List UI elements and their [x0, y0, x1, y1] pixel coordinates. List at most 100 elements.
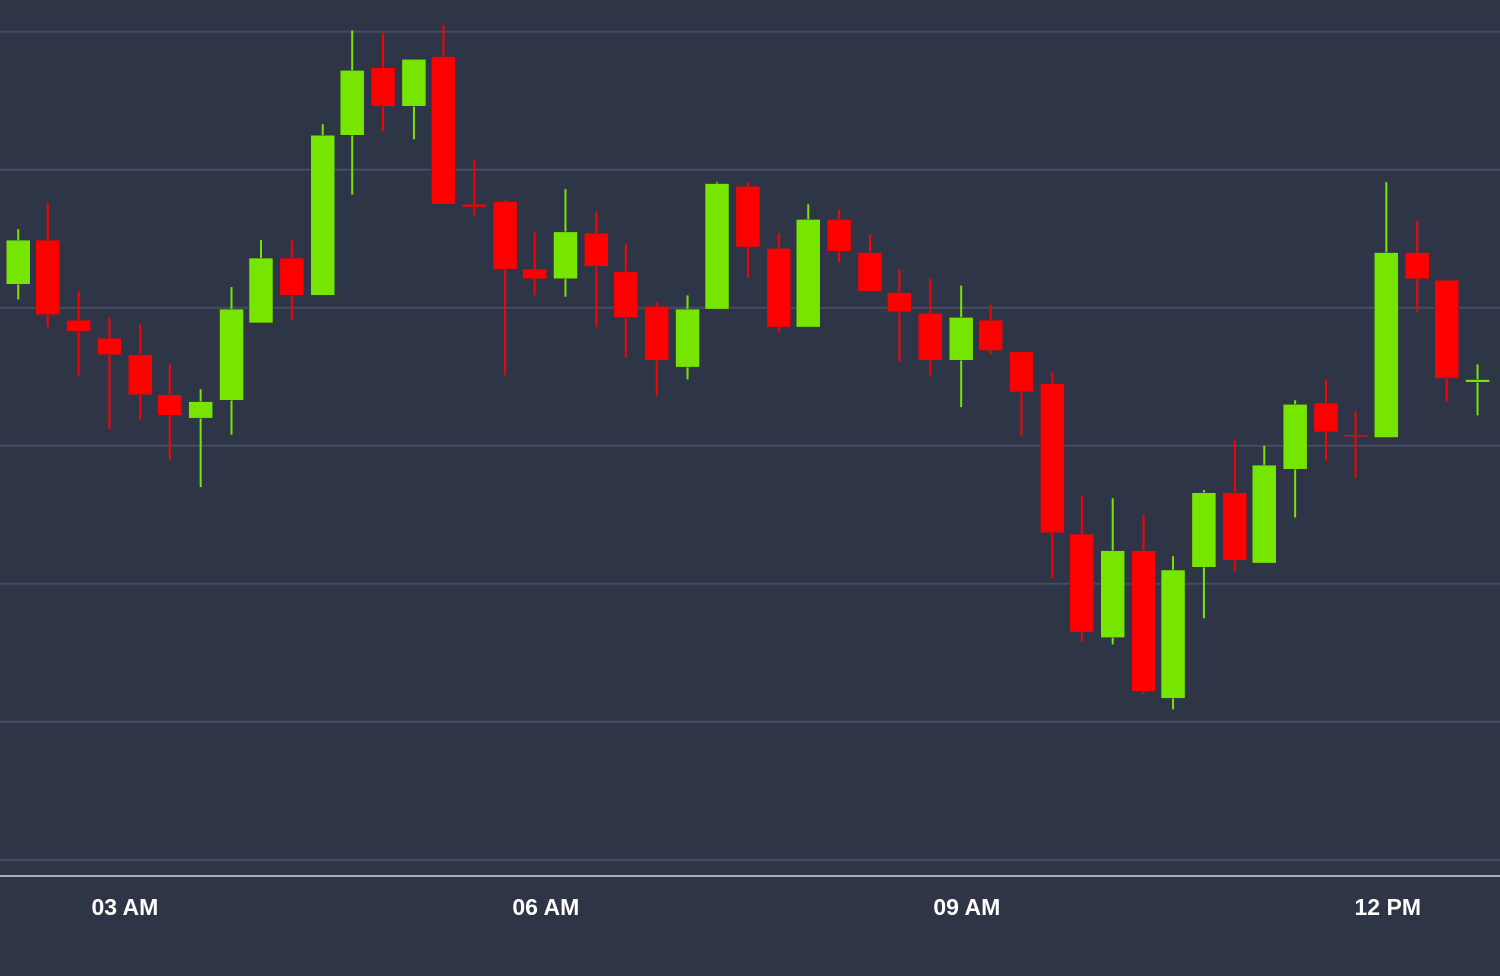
candle [157, 364, 183, 460]
candle [1131, 514, 1156, 695]
candle [370, 33, 396, 132]
candle-body [1313, 402, 1339, 433]
candle [1040, 372, 1065, 579]
candle-body [279, 257, 305, 296]
candle-body [766, 248, 792, 328]
candle [492, 200, 518, 376]
candle [1222, 440, 1248, 572]
candle-body [157, 394, 183, 416]
candle-body [1252, 464, 1277, 564]
candle-body [1009, 351, 1034, 393]
candle-body [5, 239, 31, 285]
candle-body [35, 239, 60, 315]
candle [1009, 351, 1034, 437]
x-axis: 03 AM 06 AM 09 AM 12 PM [91, 894, 1421, 920]
candle-body [1374, 252, 1399, 438]
candle-body [401, 59, 427, 107]
candle [795, 204, 821, 328]
candle [188, 389, 213, 488]
grid [0, 30, 1500, 861]
candle [675, 295, 700, 380]
candle [1069, 495, 1095, 642]
x-tick-label: 12 PM [1355, 894, 1421, 920]
candle-body [1191, 492, 1217, 568]
candle-body [248, 257, 274, 324]
candle [66, 291, 91, 376]
candle-body [675, 308, 700, 368]
candle-body [219, 308, 244, 401]
candle-body [1100, 550, 1125, 638]
candle-body [66, 319, 91, 332]
candle [948, 285, 974, 408]
candle [887, 269, 912, 362]
candle-body [887, 292, 912, 313]
candle-body [310, 135, 335, 296]
x-tick-label: 03 AM [91, 894, 158, 920]
candle-body [978, 319, 1003, 351]
candle [613, 244, 639, 358]
candle [5, 229, 31, 300]
candle [584, 211, 609, 328]
candle [1160, 556, 1186, 710]
x-tick-label: 06 AM [512, 894, 579, 920]
candle-body [644, 306, 669, 361]
candle [310, 124, 335, 296]
candle [1434, 279, 1459, 402]
candle [1313, 379, 1339, 461]
candle [735, 182, 761, 278]
candle-body [1222, 492, 1248, 561]
candle-body [1404, 252, 1430, 280]
candle [97, 317, 122, 430]
candle-body [1282, 404, 1308, 470]
candle [1191, 489, 1217, 619]
candle [766, 233, 792, 333]
x-tick-label: 09 AM [933, 894, 1000, 920]
candle-body [857, 252, 883, 292]
candle-body [1069, 533, 1095, 633]
candle [553, 189, 578, 297]
candle [431, 24, 456, 205]
candle-body [918, 313, 943, 361]
candle [1374, 182, 1399, 438]
candle-body [1434, 279, 1459, 379]
candle-body [1040, 383, 1065, 533]
candle-body [522, 268, 547, 280]
candle [248, 240, 274, 324]
candle-body [1343, 434, 1368, 437]
candle [918, 278, 943, 376]
candle-body [584, 232, 609, 267]
candle [128, 324, 153, 420]
candle-body [1131, 550, 1156, 692]
candle-body [370, 67, 396, 107]
candle [644, 302, 669, 397]
candle-body [431, 56, 456, 205]
candle [1252, 445, 1277, 564]
candle [978, 305, 1003, 355]
candle [219, 287, 244, 435]
candle-body [795, 219, 821, 328]
candle-body [339, 70, 365, 136]
candle [857, 234, 883, 292]
candle [704, 182, 730, 310]
candle [339, 30, 365, 195]
candle-body [128, 354, 153, 395]
candle-body [948, 317, 974, 361]
candle [1100, 498, 1125, 645]
candle-body [826, 219, 852, 252]
candle-body [462, 204, 487, 208]
candle-body [735, 186, 761, 248]
candle [826, 209, 852, 263]
candle [1404, 220, 1430, 312]
candles [5, 24, 1490, 710]
candle-body [553, 231, 578, 280]
candle [279, 240, 305, 321]
candle-body [492, 201, 518, 270]
candle-body [188, 401, 213, 419]
candle-body [1465, 379, 1490, 383]
candle-body [704, 183, 730, 310]
candle-body [1160, 569, 1186, 699]
candle-body [613, 271, 639, 318]
